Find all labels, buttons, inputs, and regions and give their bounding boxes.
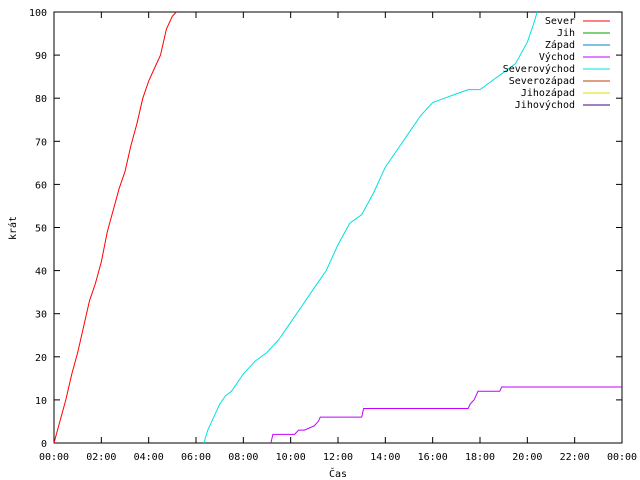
y-tick-label: 100 (29, 8, 47, 19)
y-tick-label: 80 (35, 94, 47, 105)
legend-label-jihovychod: Jihovýchod (515, 99, 575, 111)
legend-label-severovychod: Severovýchod (503, 63, 575, 75)
legend-label-vychod: Východ (539, 51, 575, 63)
legend-label-severozapad: Severozápad (509, 75, 575, 87)
y-tick-label: 20 (35, 353, 47, 364)
x-tick-label: 14:00 (370, 452, 400, 463)
series-line-vychod (270, 386, 622, 444)
legend-label-zapad: Západ (545, 39, 575, 51)
y-axis-label: krát (7, 216, 19, 240)
y-tick-label: 10 (35, 396, 47, 407)
x-tick-label: 00:00 (39, 452, 69, 463)
y-tick-label: 40 (35, 267, 47, 278)
y-tick-label: 90 (35, 51, 47, 62)
x-tick-label: 18:00 (465, 452, 495, 463)
y-tick-label: 50 (35, 224, 47, 235)
x-tick-label: 04:00 (134, 452, 164, 463)
x-tick-label: 12:00 (323, 452, 353, 463)
x-tick-label: 00:00 (607, 452, 637, 463)
x-axis-label: Čas (329, 467, 347, 480)
series-line-sever (53, 11, 177, 444)
x-tick-label: 16:00 (418, 452, 448, 463)
y-tick-label: 70 (35, 137, 47, 148)
x-tick-label: 22:00 (560, 452, 590, 463)
y-tick-label: 0 (41, 439, 47, 450)
legend-label-jihozapad: Jihozápad (521, 87, 575, 99)
x-tick-label: 08:00 (228, 452, 258, 463)
y-tick-label: 60 (35, 180, 47, 191)
legend-label-jih: Jih (557, 28, 575, 39)
legend-label-sever: Sever (545, 16, 575, 27)
x-tick-label: 02:00 (86, 452, 116, 463)
series-line-severovychod (203, 11, 538, 444)
y-tick-label: 30 (35, 310, 47, 321)
x-tick-label: 20:00 (512, 452, 542, 463)
x-tick-label: 10:00 (276, 452, 306, 463)
x-tick-label: 06:00 (181, 452, 211, 463)
